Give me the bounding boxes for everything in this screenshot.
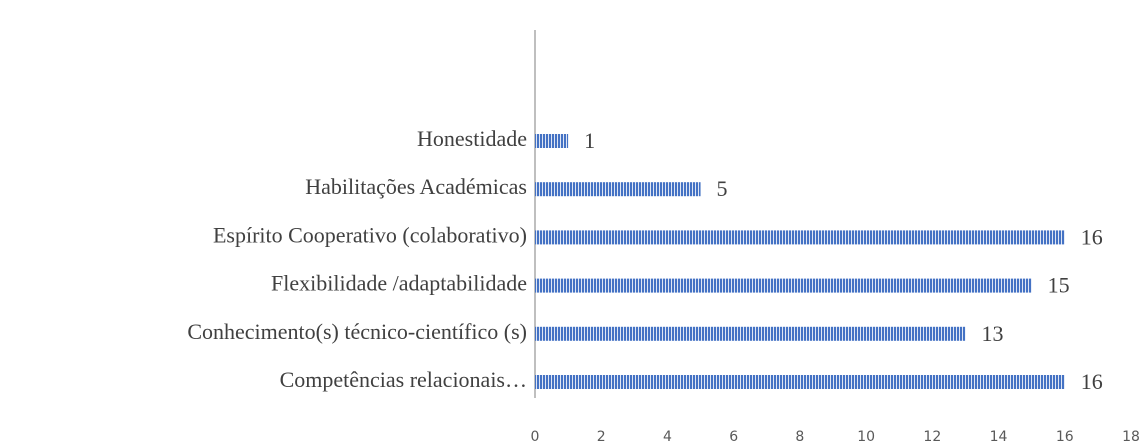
y-tick-label: Conhecimento(s) técnico-científico (s) [187,319,527,344]
bar [535,278,1032,293]
bar [535,375,1065,389]
x-tick-label: 4 [663,429,672,445]
bar [535,326,966,341]
data-label: 15 [1048,273,1070,298]
y-tick-label: Habilitações Académicas [305,174,527,199]
x-tick-label: 2 [597,429,606,445]
bar [535,182,701,197]
data-label: 5 [717,176,728,201]
x-tick-label: 6 [729,429,738,445]
y-tick-label: Competências relacionais… [280,367,527,392]
y-tick-label: Espírito Cooperativo (colaborativo) [213,222,527,247]
x-tick-label: 18 [1122,429,1140,445]
x-tick-label: 10 [857,429,875,445]
y-tick-label: Flexibilidade /adaptabilidade [271,271,527,296]
x-tick-label: 12 [923,429,941,445]
data-label: 1 [584,128,595,153]
data-label: 13 [981,321,1003,346]
x-tick-label: 16 [1056,429,1074,445]
x-tick-label: 8 [795,429,804,445]
data-label: 16 [1081,369,1103,394]
x-tick-label: 0 [531,429,540,445]
bar [535,230,1065,245]
data-label: 16 [1081,224,1103,249]
y-tick-label: Honestidade [417,126,527,151]
bar [535,134,569,148]
x-tick-label: 14 [990,429,1008,445]
